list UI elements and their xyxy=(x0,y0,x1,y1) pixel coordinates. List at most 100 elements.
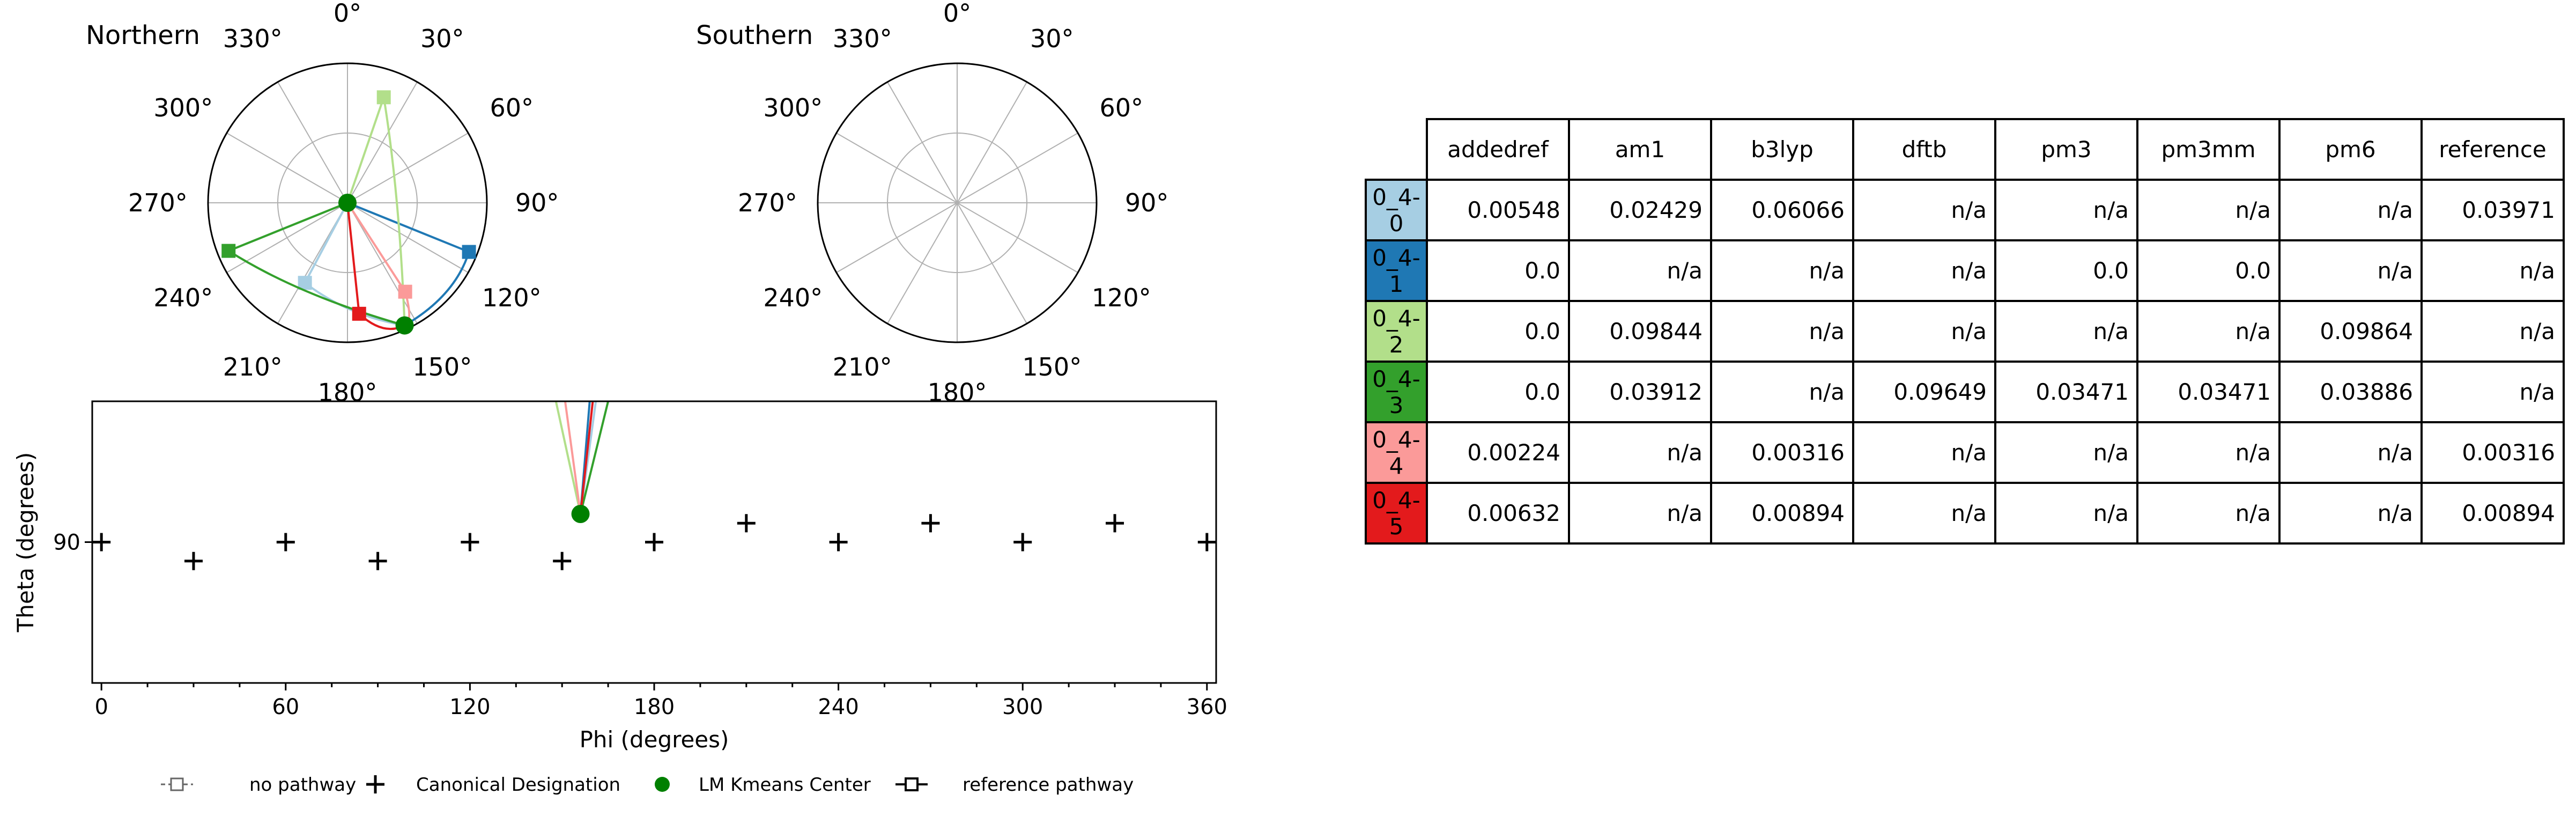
table-cell: n/a xyxy=(1852,482,1996,545)
theta-phi-plot: 0 60 120 180 240 300 360 90 Phi (degrees) Theta (… xyxy=(12,400,1227,753)
table-cell: 0.06066 xyxy=(1710,179,1854,241)
northern-angle-label-240: 240° xyxy=(153,283,213,312)
northern-pathway-0_4-2 xyxy=(346,97,385,203)
southern-angle-label-0: 0° xyxy=(943,0,971,27)
table-column-header: dftb xyxy=(1852,118,1996,181)
northern-angle-label-180: 180° xyxy=(318,378,377,407)
northern-angle-label-270: 270° xyxy=(128,188,188,217)
table-cell: 0.00224 xyxy=(1426,421,1570,484)
canonical-designation-marker xyxy=(737,514,756,533)
northern-spoke-60 xyxy=(347,133,469,203)
table-cell: 0.0 xyxy=(1426,361,1570,423)
table-cell: 0.00894 xyxy=(2420,482,2565,545)
x-tick-label-240: 240 xyxy=(818,695,858,719)
x-tick-label-0: 0 xyxy=(94,695,108,719)
northern-pathway-marker-0_4-2 xyxy=(376,90,391,105)
table-cell: 0.00316 xyxy=(2420,421,2565,484)
legend-plus-marker xyxy=(366,775,384,793)
northern-angle-label-90: 90° xyxy=(515,188,559,217)
legend-center-marker xyxy=(655,777,670,792)
canonical-designation-marker xyxy=(553,552,572,570)
northern-pathway-marker-0_4-3 xyxy=(221,244,236,258)
table-cell: 0.02429 xyxy=(1568,179,1712,241)
southern-angle-label-270: 270° xyxy=(738,188,797,217)
northern-angle-label-300: 300° xyxy=(153,93,213,122)
table-row: 0_4-5 0.00632 n/a 0.00894 n/a n/a n/a n/a 0.0089… xyxy=(1365,482,2565,545)
northern-lm-kmeans-center-1 xyxy=(395,316,414,335)
table-cell: 0.00548 xyxy=(1426,179,1570,241)
southern-spoke-330 xyxy=(887,82,958,203)
table-cell: 0.03886 xyxy=(2278,361,2423,423)
canonical-designation-marker xyxy=(276,533,295,552)
southern-polar-plot: Southern 0° 30° 60° 90° 120° 150° 180° 210° 240° 2… xyxy=(696,0,1168,407)
table-cell: n/a xyxy=(2136,300,2281,363)
northern-angle-label-210: 210° xyxy=(223,352,283,381)
pathway-line-0_4-3 xyxy=(579,401,610,514)
northern-title: Northern xyxy=(86,20,200,50)
table-row-label: 0_4-4 xyxy=(1365,421,1428,484)
table-cell: n/a xyxy=(1710,239,1854,302)
table-column-header: addedref xyxy=(1426,118,1570,181)
table-column-header: pm3 xyxy=(1994,118,2138,181)
pathway-line-0_4-5 xyxy=(579,401,594,514)
southern-spoke-150 xyxy=(957,202,1027,324)
canonical-designation-marker xyxy=(645,533,663,552)
northern-angle-label-0: 0° xyxy=(334,0,361,27)
table-cell: n/a xyxy=(1568,239,1712,302)
table-cell: n/a xyxy=(2278,421,2423,484)
northern-angle-label-120: 120° xyxy=(482,283,542,312)
table-row: 0_4-4 0.00224 n/a 0.00316 n/a n/a n/a n/a 0.0031… xyxy=(1365,421,2565,484)
legend-label-2: LM Kmeans Center xyxy=(699,774,871,796)
table-cell: n/a xyxy=(2420,361,2565,423)
table-cell: n/a xyxy=(2136,421,2281,484)
canonical-designation-marker xyxy=(1197,533,1216,552)
table-cell: n/a xyxy=(1994,300,2138,363)
southern-spoke-30 xyxy=(957,82,1027,203)
northern-pathway-arc-0_4-1 xyxy=(404,251,470,327)
table-cell: n/a xyxy=(1710,300,1854,363)
table-cell: 0.0 xyxy=(1426,239,1570,302)
southern-title: Southern xyxy=(696,20,813,50)
pathway-line-0_4-2 xyxy=(554,401,582,514)
table-cell: 0.03971 xyxy=(2420,179,2565,241)
table-cell: n/a xyxy=(1852,239,1996,302)
table-cell: n/a xyxy=(1994,179,2138,241)
table-header-row: addedref am1 b3lyp dftb pm3 pm3mm pm6 reference xyxy=(1366,118,2565,181)
northern-pathway-arc-0_4-0 xyxy=(304,282,405,327)
northern-pathway-arc-0_4-3 xyxy=(228,249,405,327)
table-cell: n/a xyxy=(2420,300,2565,363)
table-cell: n/a xyxy=(1994,482,2138,545)
northern-spoke-330 xyxy=(277,82,348,203)
southern-angle-label-300: 300° xyxy=(763,93,823,122)
southern-angle-label-120: 120° xyxy=(1092,283,1151,312)
northern-pathway-marker-0_4-5 xyxy=(352,306,366,321)
canonical-designation-marker xyxy=(92,533,111,552)
northern-angle-label-30: 30° xyxy=(420,24,464,53)
southern-angle-label-210: 210° xyxy=(833,352,892,381)
northern-angle-label-150: 150° xyxy=(412,352,472,381)
canonical-designation-marker xyxy=(1013,533,1032,552)
table-cell: n/a xyxy=(1994,421,2138,484)
southern-spoke-240 xyxy=(836,202,958,273)
northern-spoke-120 xyxy=(347,202,469,273)
legend-label-3: reference pathway xyxy=(963,774,1134,796)
y-tick-label-90: 90 xyxy=(53,531,80,555)
table-cell: n/a xyxy=(1568,482,1712,545)
table-column-header: pm3mm xyxy=(2136,118,2281,181)
southern-angle-label-180: 180° xyxy=(928,378,987,407)
table-row: 0_4-3 0.0 0.03912 n/a 0.09649 0.03471 0.03471 0… xyxy=(1365,361,2565,423)
y-axis-label: Theta (degrees) xyxy=(12,452,39,633)
southern-angle-label-30: 30° xyxy=(1030,24,1074,53)
northern-lm-kmeans-center-0 xyxy=(338,194,357,212)
canonical-designation-marker xyxy=(1106,514,1124,533)
southern-angle-label-330: 330° xyxy=(833,24,892,53)
northern-pathway-0_4-3 xyxy=(228,202,348,252)
northern-pathway-marker-0_4-1 xyxy=(462,245,476,259)
table-cell: 0.03471 xyxy=(2136,361,2281,423)
table-cell: 0.03471 xyxy=(1994,361,2138,423)
table-cell: 0.09864 xyxy=(2278,300,2423,363)
table-row-label: 0_4-2 xyxy=(1365,300,1428,363)
table-cell: n/a xyxy=(2420,239,2565,302)
legend-label-0: no pathway xyxy=(249,774,356,796)
